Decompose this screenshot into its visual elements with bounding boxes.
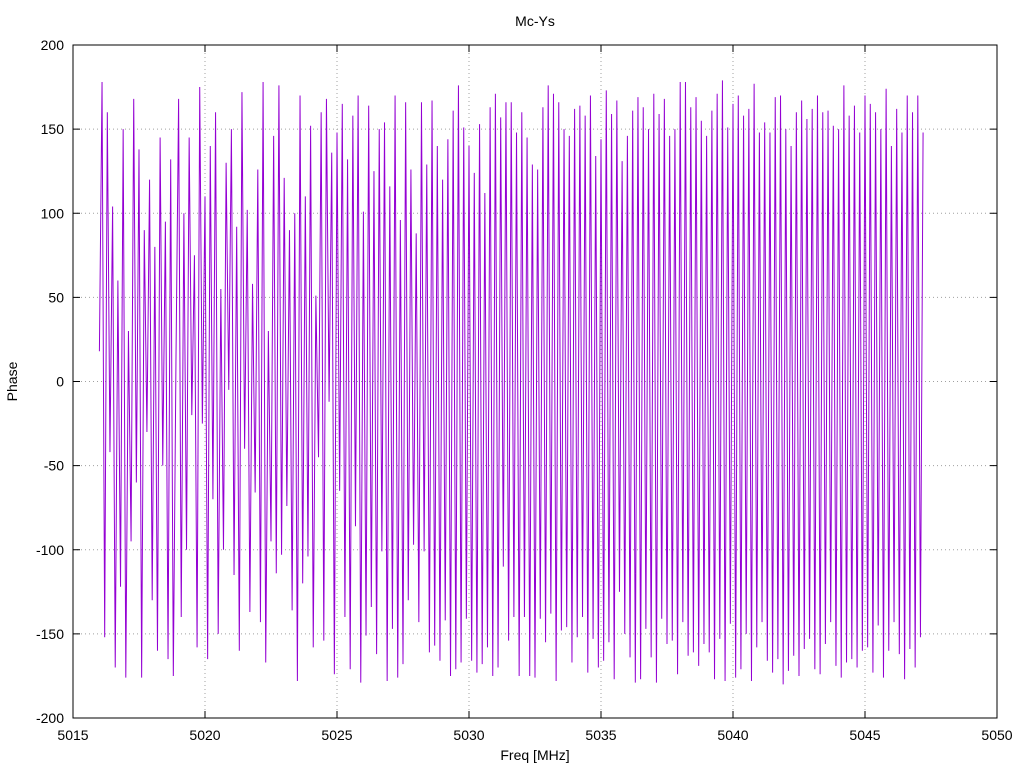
x-tick-label: 5050: [981, 727, 1012, 743]
chart-title: Mc-Ys: [515, 13, 555, 29]
x-tick-label: 5015: [57, 727, 88, 743]
y-tick-label: -100: [36, 542, 64, 558]
x-tick-label: 5045: [849, 727, 880, 743]
y-tick-label: 200: [41, 37, 65, 53]
y-tick-label: 150: [41, 121, 65, 137]
y-tick-label: -150: [36, 626, 64, 642]
x-tick-label: 5040: [717, 727, 748, 743]
y-axis-label: Phase: [4, 361, 20, 401]
y-tick-label: -50: [44, 458, 64, 474]
y-tick-label: -200: [36, 710, 64, 726]
x-tick-label: 5035: [585, 727, 616, 743]
phase-series-line: [98, 80, 924, 685]
x-tick-label: 5025: [321, 727, 352, 743]
ticks: 5015 5020 5025 5030 5035 5040 5045 5050 -200 -150…: [36, 37, 1013, 743]
x-axis-label: Freq [MHz]: [500, 747, 569, 763]
x-tick-label: 5020: [189, 727, 220, 743]
series-layer: [98, 80, 924, 685]
y-tick-label: 100: [41, 205, 65, 221]
y-tick-label: 50: [48, 289, 64, 305]
x-tick-label: 5030: [453, 727, 484, 743]
y-tick-label: 0: [56, 374, 64, 390]
